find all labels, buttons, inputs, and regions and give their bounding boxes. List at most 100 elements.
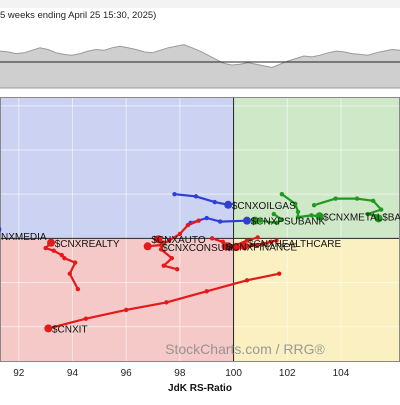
series-head-point [44, 324, 53, 333]
series-point [161, 240, 166, 245]
series-tail [173, 193, 230, 206]
series-point [370, 198, 376, 203]
series-cnxmedia [0, 226, 2, 233]
x-tick-label: 102 [279, 368, 296, 379]
series-point [123, 307, 129, 313]
series-point [62, 256, 67, 261]
quadrant-improving [0, 97, 234, 239]
series-head-point [315, 212, 324, 221]
series-point [244, 238, 250, 243]
watermark: StockCharts.com / RRG® [165, 341, 325, 357]
quadrant-lagging [0, 238, 234, 362]
series-cnxauto [143, 218, 201, 251]
chart-subtitle: 5 weeks ending April 25 15:30, 2025) [0, 10, 157, 21]
series-point [51, 248, 56, 253]
series-point [311, 203, 317, 208]
series-point [185, 222, 191, 228]
series-point [365, 211, 370, 217]
series-point [244, 278, 250, 283]
series-cnxmetal [279, 191, 324, 221]
series-point [379, 207, 384, 212]
series-point [172, 191, 177, 197]
quadrant-weakening [233, 238, 400, 362]
series-point [255, 242, 260, 248]
series-label: $CNXREALTY [55, 239, 120, 250]
series-point [295, 214, 301, 220]
header-bar [0, 0, 400, 8]
series-cnxenergy [251, 211, 285, 226]
series-point [276, 271, 282, 276]
series-point [67, 271, 72, 276]
series-point [279, 217, 285, 222]
series-point [212, 199, 217, 205]
series-point [354, 196, 360, 201]
x-tick-label: 104 [333, 368, 350, 379]
series-bank [311, 196, 384, 223]
series-head-point [374, 214, 383, 223]
series-label: $CNXCONSUM [162, 243, 233, 254]
x-tick-label: 94 [67, 368, 79, 379]
series-tail [235, 240, 273, 249]
series-cnxrealty [43, 238, 81, 292]
series-label: $CNXHEALTHCARE [248, 239, 341, 250]
benchmark-mini-chart [0, 0, 400, 100]
series-point [169, 256, 175, 261]
series-label: $CNXOILGAS [232, 201, 296, 212]
series-point [268, 239, 274, 245]
series-point [196, 218, 201, 223]
series-point [72, 260, 78, 265]
x-axis-label: JdK RS-Ratio [168, 383, 232, 394]
series-point [295, 209, 301, 215]
series-head-point [0, 226, 2, 233]
series-label: $BAN [382, 212, 400, 223]
series-tail [227, 236, 259, 248]
series-cnxconsum [154, 235, 180, 272]
series-point [193, 194, 199, 199]
series-point [59, 252, 64, 258]
x-tick-label: 98 [174, 368, 186, 379]
series-point [204, 289, 209, 294]
x-tick-label: 100 [225, 368, 242, 379]
series-cnxit [44, 271, 282, 333]
x-tick-label: 96 [121, 368, 133, 379]
series-head-point [154, 235, 163, 244]
series-label: $CNXFINANCE [227, 242, 298, 253]
series-point [244, 244, 250, 249]
series-point [234, 242, 239, 248]
series-point [217, 219, 223, 224]
series-point [164, 300, 169, 305]
series-point [161, 263, 166, 268]
series-point [333, 196, 338, 201]
series-head-point [143, 242, 152, 251]
series-point [204, 215, 209, 221]
series-point [271, 211, 277, 217]
series-point [177, 231, 183, 237]
series-head-point [242, 216, 251, 225]
series-label: $CNXMETAL [323, 212, 383, 223]
series-cnxoilgas [172, 191, 233, 209]
series-point [293, 201, 298, 207]
series-label: $CNXAUTO [151, 235, 205, 246]
series-label: NXMEDIA [1, 232, 47, 243]
benchmark-area [0, 44, 400, 88]
series-point [83, 316, 89, 321]
series-point [279, 191, 285, 197]
series-label: $CNXIT [52, 324, 88, 335]
series-point [274, 220, 279, 226]
series-point [43, 245, 48, 251]
benchmark-line [0, 44, 400, 69]
series-point [75, 286, 81, 292]
series-point [274, 238, 279, 243]
series-cnxfmcg [224, 235, 260, 251]
series-head-point [251, 216, 260, 225]
series-point [166, 238, 172, 243]
series-point [255, 235, 260, 240]
series-head-point [47, 238, 56, 247]
series-point [309, 213, 314, 218]
series-head-point [224, 200, 233, 209]
series-label: $CNXPSUBANK [251, 217, 326, 228]
series-point [174, 267, 180, 272]
series-point [209, 236, 215, 241]
